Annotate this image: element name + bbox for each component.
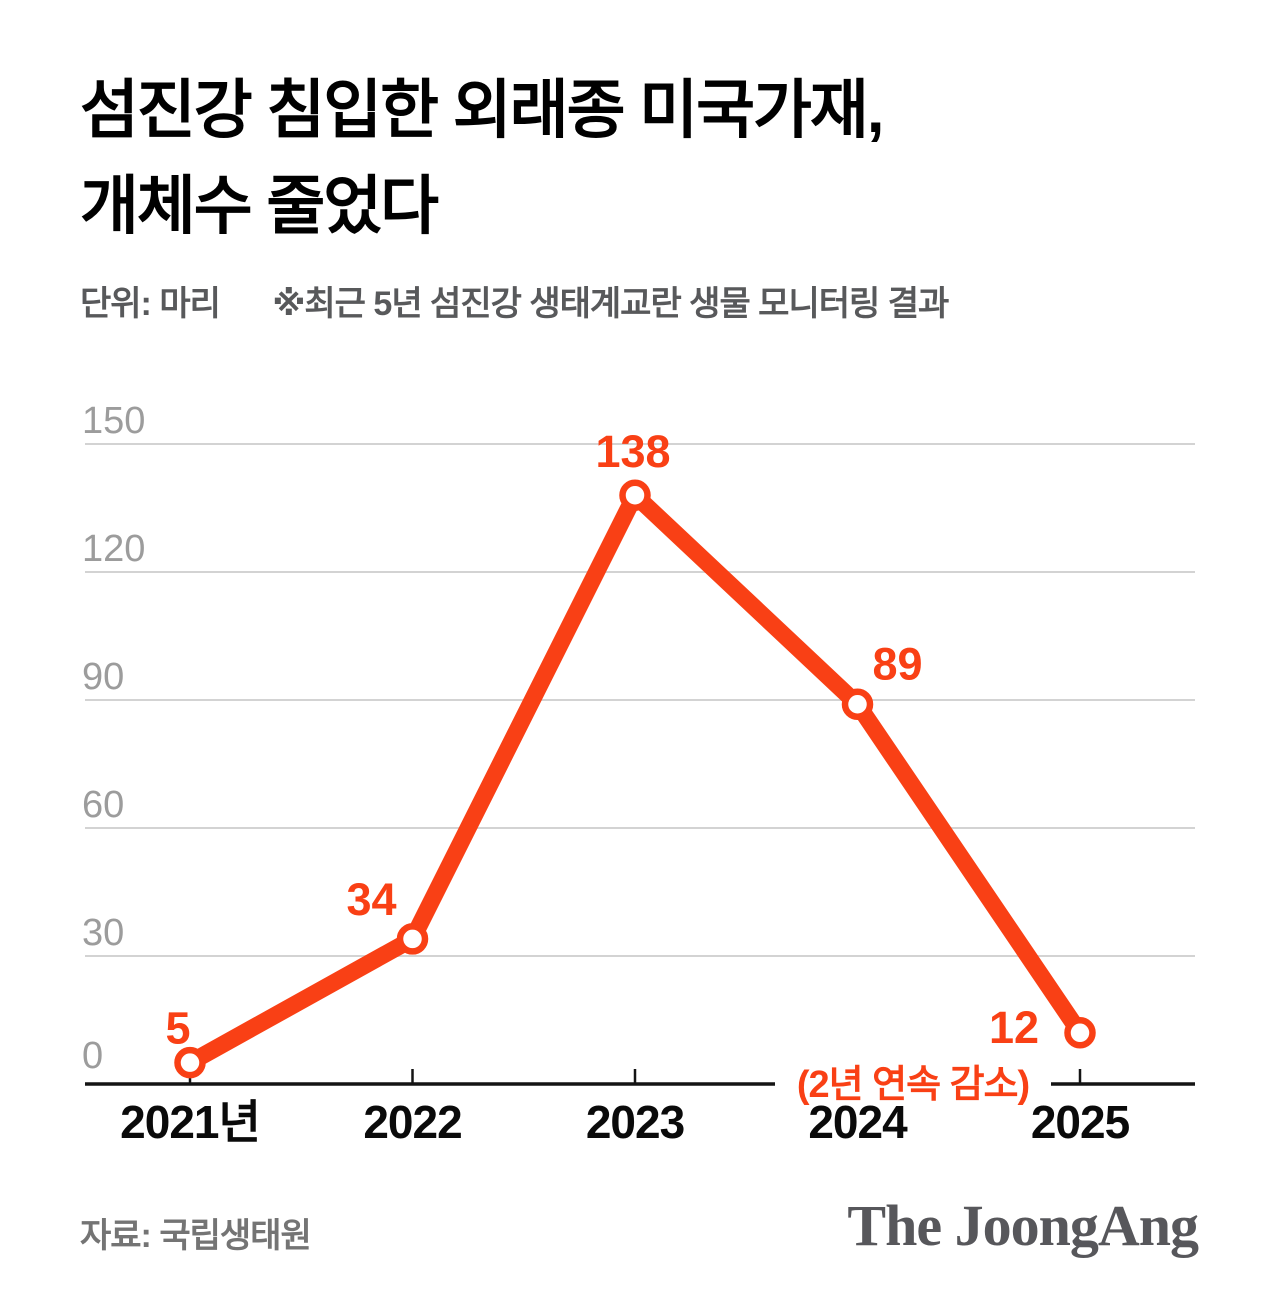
source-label: 자료: 국립생태원 (80, 1217, 312, 1255)
y-tick-label: 120 (82, 528, 145, 570)
page-title: 섬진강 침입한 외래종 미국가재, 개체수 줄었다 (80, 62, 885, 254)
x-tick-label: 2022 (363, 1096, 461, 1148)
x-tick-label: 2021년 (120, 1096, 260, 1148)
data-label: 89 (872, 638, 922, 689)
note-label: ※최근 5년 섬진강 생태계교란 생물 모니터링 결과 (272, 285, 949, 323)
data-label: 12 (989, 1002, 1039, 1053)
page-title-line1: 섬진강 침입한 외래종 미국가재, (80, 74, 885, 146)
y-tick-label: 150 (82, 400, 145, 442)
x-tick-label: 2024 (808, 1096, 908, 1148)
data-point (841, 688, 874, 721)
data-point (1064, 1017, 1096, 1049)
chart-subtitle: 단위: 마리 ※최근 5년 섬진강 생태계교란 생물 모니터링 결과 (80, 276, 949, 325)
y-tick-label: 0 (82, 1035, 103, 1077)
joongang-logo: The JoongAng (847, 1193, 1199, 1258)
annotation-label: (2년 연속 감소) (797, 1064, 1029, 1106)
data-point (174, 1046, 206, 1079)
line-chart: 0 30 60 90 120 150 (2년 연속 감소) 5 34 138 89 12 2021년 20… (82, 400, 1195, 1148)
x-tick-label: 2025 (1031, 1096, 1130, 1148)
data-line (185, 481, 1088, 1071)
annotation-backing (775, 1065, 1051, 1107)
data-label: 34 (346, 874, 396, 925)
data-label: 5 (165, 1003, 190, 1054)
y-tick-label: 90 (82, 656, 124, 698)
x-tick-label: 2023 (586, 1096, 684, 1148)
data-point (619, 479, 651, 511)
y-tick-label: 60 (82, 784, 124, 826)
data-point (396, 923, 429, 955)
data-label: 138 (595, 426, 670, 477)
unit-label: 단위: 마리 (80, 285, 221, 323)
page-title-line2: 개체수 줄었다 (80, 170, 439, 242)
y-tick-label: 30 (82, 912, 124, 954)
